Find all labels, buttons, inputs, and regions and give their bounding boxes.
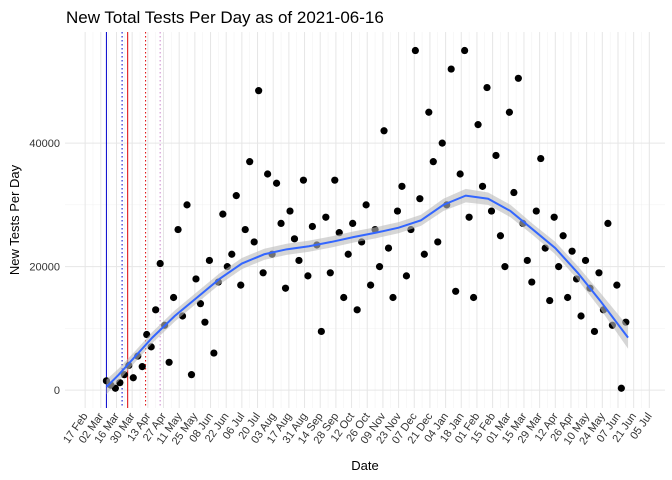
point bbox=[411, 46, 419, 55]
point bbox=[349, 219, 357, 227]
x-axis-title: Date bbox=[351, 458, 378, 473]
y-tick-label: 0 bbox=[54, 385, 60, 397]
point bbox=[613, 281, 621, 289]
point bbox=[290, 235, 299, 243]
point bbox=[456, 170, 464, 178]
point bbox=[246, 158, 254, 166]
point bbox=[295, 256, 303, 265]
point bbox=[375, 263, 384, 271]
point bbox=[299, 176, 308, 184]
point bbox=[366, 281, 375, 289]
point bbox=[165, 358, 173, 366]
point bbox=[559, 232, 567, 240]
point bbox=[483, 83, 491, 92]
point bbox=[429, 158, 437, 166]
point bbox=[259, 269, 267, 277]
point bbox=[241, 225, 249, 234]
point bbox=[232, 192, 240, 200]
point bbox=[196, 300, 205, 308]
point bbox=[478, 182, 487, 190]
point bbox=[192, 275, 200, 283]
point bbox=[505, 108, 514, 116]
point bbox=[384, 244, 393, 252]
point bbox=[528, 278, 536, 286]
point bbox=[465, 213, 473, 221]
point bbox=[581, 256, 590, 265]
point bbox=[564, 293, 572, 302]
point bbox=[344, 250, 352, 258]
point bbox=[474, 121, 482, 129]
point bbox=[469, 293, 478, 302]
point bbox=[264, 170, 272, 178]
point bbox=[514, 74, 522, 82]
point bbox=[398, 182, 406, 190]
point bbox=[138, 363, 146, 371]
y-axis-title: New Tests Per Day bbox=[7, 164, 22, 275]
point bbox=[546, 296, 554, 305]
point bbox=[452, 287, 460, 295]
point bbox=[496, 232, 505, 240]
point bbox=[537, 154, 545, 163]
point bbox=[568, 247, 576, 255]
point bbox=[237, 281, 245, 289]
point bbox=[402, 272, 411, 280]
point bbox=[255, 87, 263, 95]
point bbox=[331, 176, 339, 184]
point bbox=[304, 272, 312, 280]
point bbox=[595, 269, 603, 277]
chart-title: New Total Tests Per Day as of 2021-06-16 bbox=[66, 8, 384, 27]
point bbox=[461, 46, 469, 55]
point bbox=[201, 318, 209, 326]
point bbox=[129, 374, 137, 382]
point bbox=[523, 256, 531, 265]
point bbox=[425, 108, 433, 116]
point bbox=[281, 284, 290, 292]
point bbox=[210, 349, 218, 357]
point bbox=[434, 238, 442, 246]
point bbox=[604, 219, 612, 227]
point bbox=[187, 371, 196, 379]
point bbox=[447, 65, 455, 73]
point bbox=[174, 225, 182, 234]
point bbox=[219, 210, 227, 218]
point bbox=[326, 269, 334, 277]
point bbox=[286, 207, 294, 215]
point bbox=[577, 312, 585, 320]
point bbox=[317, 327, 325, 336]
point bbox=[487, 207, 496, 215]
point bbox=[362, 201, 370, 209]
y-tick-label: 40000 bbox=[29, 138, 60, 150]
point bbox=[183, 201, 191, 209]
smooth-line bbox=[105, 194, 629, 388]
point bbox=[550, 213, 558, 221]
point bbox=[380, 127, 388, 135]
point bbox=[308, 222, 316, 231]
point bbox=[420, 250, 428, 258]
point bbox=[393, 207, 402, 215]
point bbox=[416, 195, 424, 203]
point bbox=[228, 250, 236, 258]
y-tick-label: 20000 bbox=[29, 262, 60, 274]
point bbox=[156, 259, 164, 268]
point bbox=[510, 188, 518, 197]
point bbox=[438, 139, 446, 147]
point bbox=[322, 213, 330, 221]
point bbox=[152, 306, 160, 314]
point bbox=[555, 263, 563, 271]
point bbox=[277, 219, 285, 227]
point bbox=[169, 293, 178, 302]
point bbox=[501, 263, 509, 271]
point bbox=[389, 293, 397, 302]
point bbox=[250, 238, 258, 246]
point bbox=[353, 306, 361, 314]
point bbox=[532, 207, 540, 215]
point bbox=[590, 327, 599, 336]
confidence-band bbox=[106, 188, 629, 395]
point bbox=[617, 384, 625, 392]
point bbox=[492, 151, 500, 160]
point bbox=[272, 179, 281, 187]
point bbox=[340, 293, 348, 302]
point bbox=[205, 256, 214, 265]
